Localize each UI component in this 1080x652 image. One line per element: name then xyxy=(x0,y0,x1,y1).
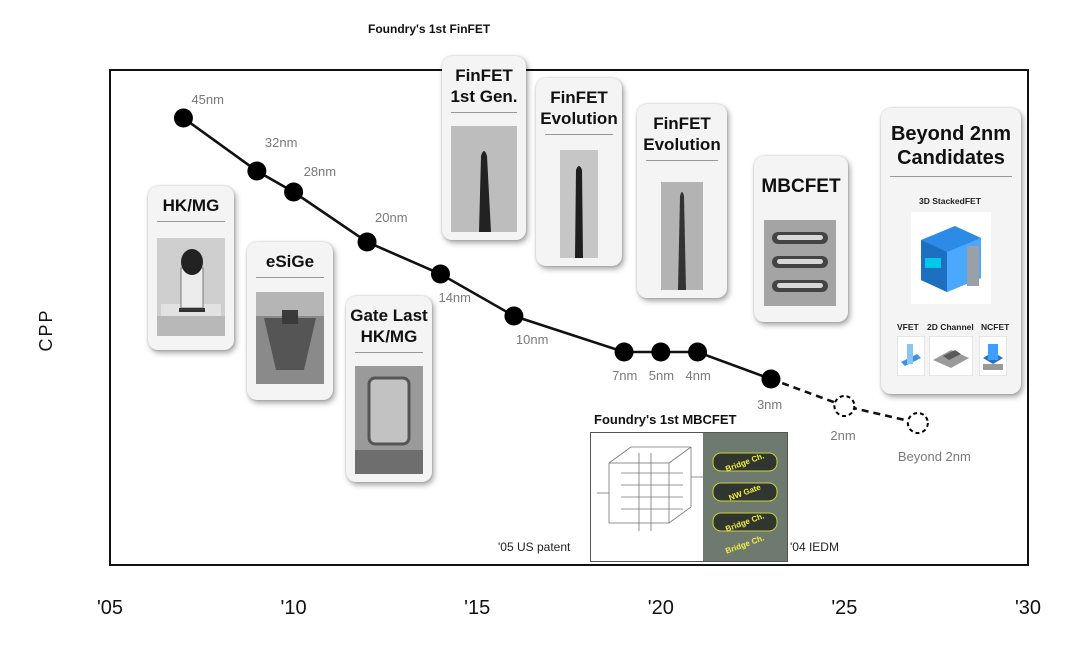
card-title: Gate Last HK/MG xyxy=(350,306,428,346)
divider xyxy=(545,134,613,135)
data-point-labels: 45nm 32nm 28nm 20nm 14nm 10nm 7nm 5nm 4nm 3nm 2nm B… xyxy=(191,92,970,464)
data-point xyxy=(906,412,929,434)
card-title: Beyond 2nm Candidates xyxy=(890,123,1012,169)
label-vfet: VFET xyxy=(897,322,919,332)
tem-image-mbcfet xyxy=(764,220,836,306)
data-point xyxy=(651,342,671,362)
x-tick-label: '05 xyxy=(97,597,123,619)
mbcfet-inset-left-note: '05 US patent xyxy=(498,540,571,554)
data-point-label: Beyond 2nm xyxy=(898,449,971,464)
card-title: FinFET Evolution xyxy=(540,88,618,128)
tem-image-finfet-evolution-b xyxy=(661,182,703,290)
plot-frame xyxy=(109,69,1029,566)
x-tick-label: '10 xyxy=(281,597,307,619)
tem-image-gate-last xyxy=(355,366,423,474)
data-point-label: 3nm xyxy=(757,397,782,412)
y-axis-label: CPP xyxy=(36,308,56,351)
data-point xyxy=(614,342,634,362)
card-title: HK/MG xyxy=(162,196,220,215)
data-point xyxy=(833,395,856,417)
card-esige: eSiGe xyxy=(247,242,333,400)
card-beyond-2nm: Beyond 2nm Candidates 3D StackedFET VFET… xyxy=(881,108,1021,394)
mbcfet-inset-right-note: '04 IEDM xyxy=(790,540,839,554)
data-point xyxy=(761,369,781,389)
data-point-label: 20nm xyxy=(375,210,408,225)
card-mbcfet: MBCFET xyxy=(754,156,848,322)
card-finfet-evolution-b: FinFET Evolution xyxy=(637,104,727,298)
divider xyxy=(256,277,324,278)
x-tick-labels: '05 '10 '15 '20 '25 '30 xyxy=(97,597,1041,619)
card-title: MBCFET xyxy=(761,176,841,197)
divider xyxy=(157,221,225,222)
data-point-label: 7nm xyxy=(612,368,637,383)
tem-image-hkmg xyxy=(157,238,225,336)
x-tick-label: '20 xyxy=(648,597,674,619)
data-point xyxy=(688,342,708,362)
card-finfet-1st: FinFET 1st Gen. xyxy=(442,56,526,240)
data-point xyxy=(284,182,304,202)
divider xyxy=(355,352,423,353)
card-title: FinFET Evolution xyxy=(643,114,721,154)
tem-image-finfet-1st xyxy=(451,126,517,232)
data-point xyxy=(357,232,377,252)
x-tick-label: '25 xyxy=(831,597,857,619)
ncfet-icon xyxy=(979,336,1007,376)
mbcfet-inset-image: Bridge Ch. NW Gate Bridge Ch. Bridge Ch. xyxy=(590,432,788,562)
divider xyxy=(451,112,517,113)
data-point-label: 45nm xyxy=(191,92,224,107)
card-title: eSiGe xyxy=(265,252,315,271)
card-hkmg: HK/MG xyxy=(148,186,234,350)
vfet-icon xyxy=(897,336,925,376)
data-point xyxy=(247,161,267,181)
data-point xyxy=(173,108,193,128)
top-title: Foundry's 1st FinFET xyxy=(368,22,491,36)
tem-image-esige xyxy=(256,292,324,384)
label-3d-stackedfet: 3D StackedFET xyxy=(919,196,981,206)
data-point-label: 14nm xyxy=(438,290,471,305)
card-gate-last: Gate Last HK/MG xyxy=(346,296,432,482)
tem-image-finfet-evolution-a xyxy=(560,150,598,258)
data-point-label: 2nm xyxy=(830,428,855,443)
data-point-label: 5nm xyxy=(649,368,674,383)
data-point-label: 28nm xyxy=(304,164,337,179)
series-line-historic xyxy=(182,116,772,381)
x-tick-label: '15 xyxy=(464,597,490,619)
data-point xyxy=(504,306,524,326)
data-points xyxy=(173,108,929,434)
card-finfet-evolution-a: FinFET Evolution xyxy=(536,78,622,266)
data-point-label: 10nm xyxy=(516,332,549,347)
card-title: FinFET 1st Gen. xyxy=(450,66,518,106)
stackedfet-3d-icon xyxy=(911,212,991,304)
data-point-label: 4nm xyxy=(686,368,711,383)
divider xyxy=(646,160,718,161)
data-point-label: 32nm xyxy=(265,135,298,150)
x-tick-label: '30 xyxy=(1015,597,1041,619)
divider xyxy=(890,176,1012,177)
data-point xyxy=(430,264,450,284)
mbcfet-inset-title: Foundry's 1st MBCFET xyxy=(594,412,737,427)
label-ncfet: NCFET xyxy=(981,322,1010,332)
label-2d-channel: 2D Channel xyxy=(927,322,974,332)
channel-2d-icon xyxy=(929,336,973,376)
